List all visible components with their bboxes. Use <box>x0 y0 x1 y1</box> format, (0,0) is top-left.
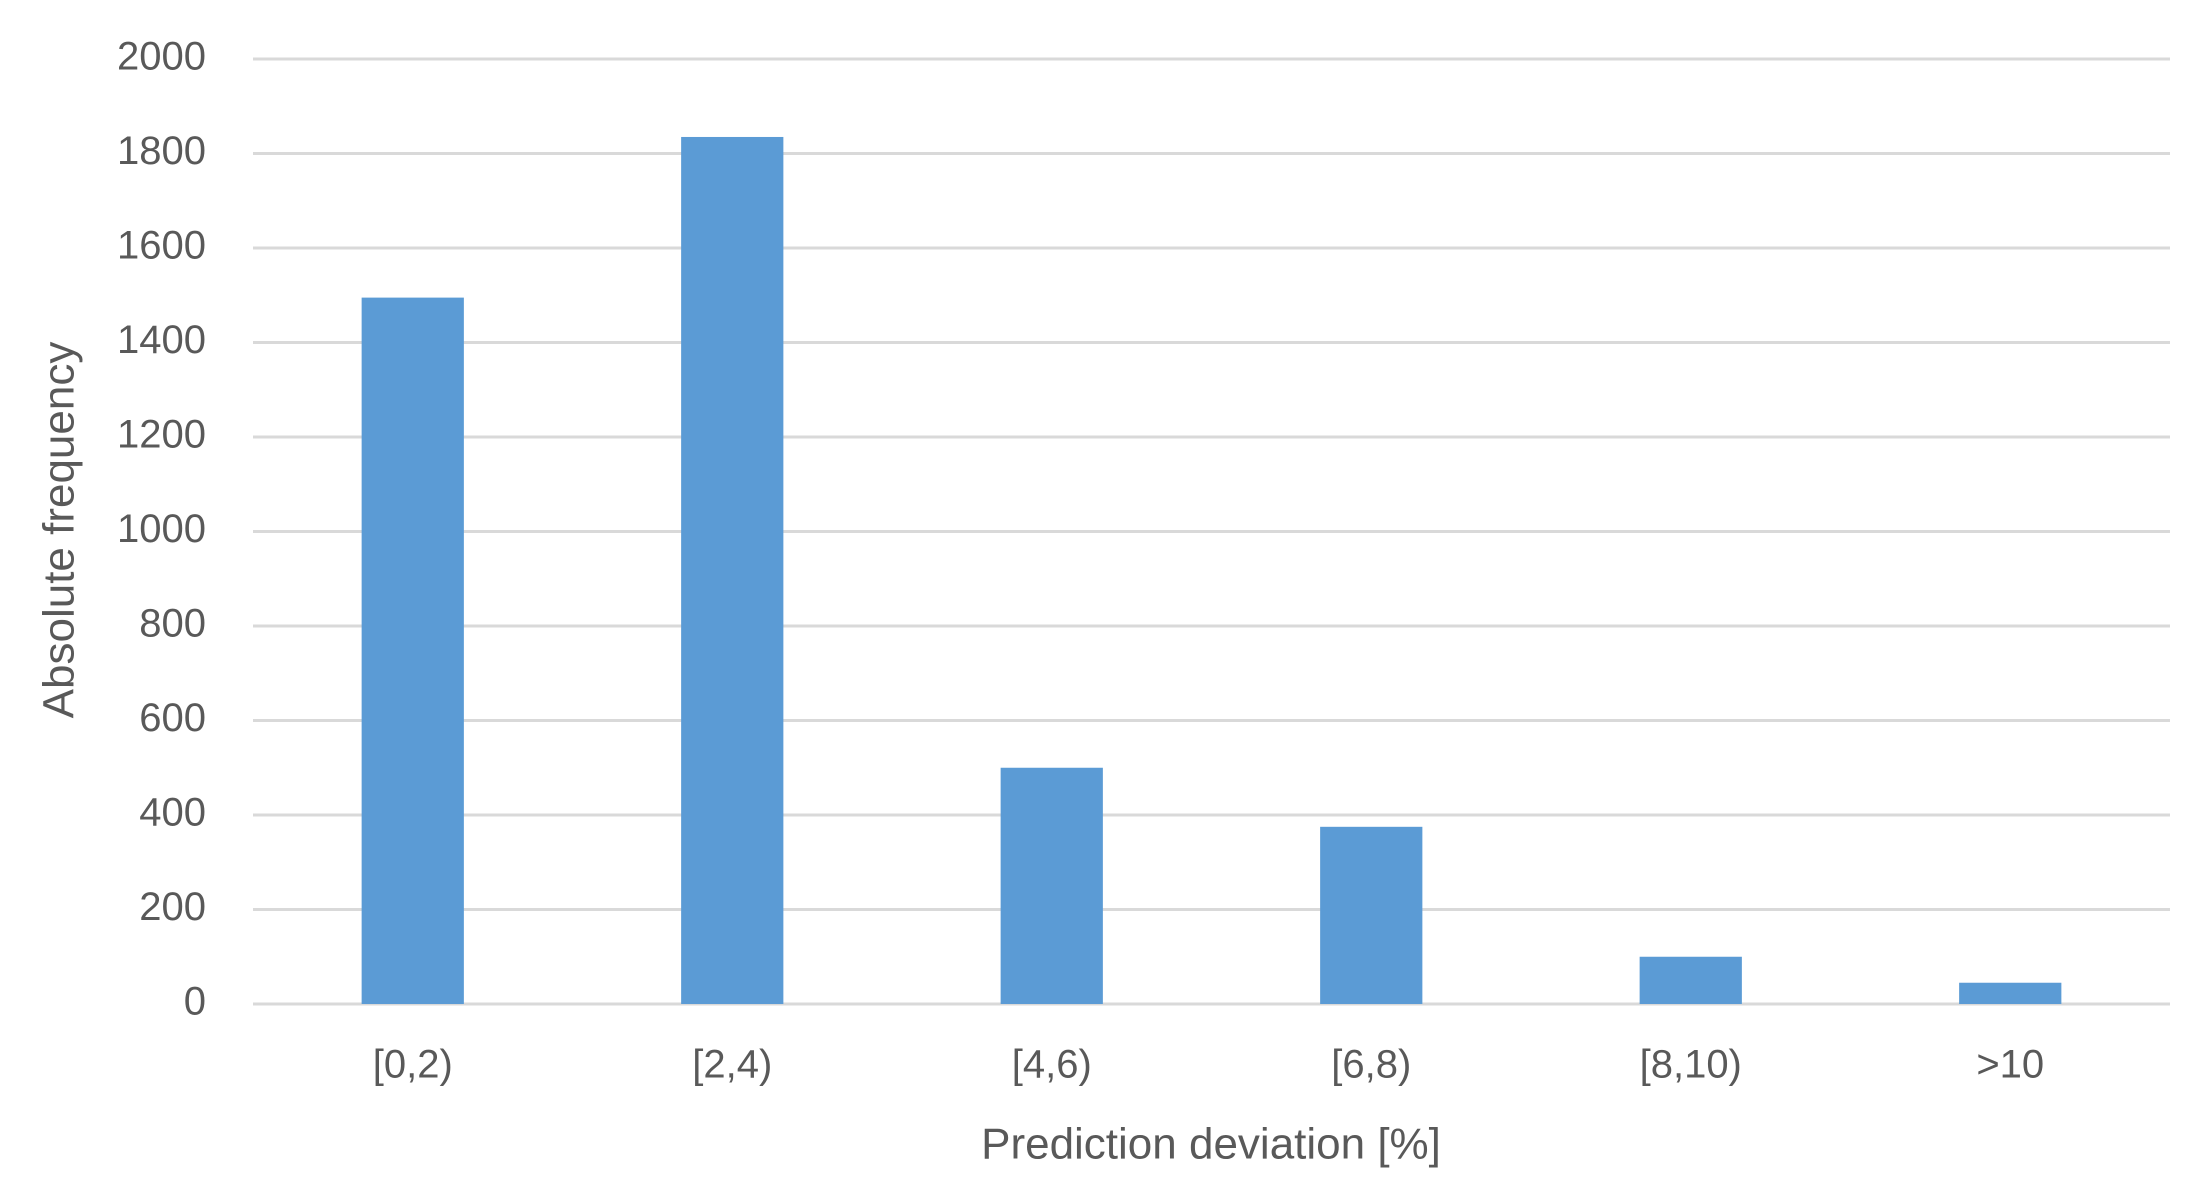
y-tick-label: 1400 <box>117 318 206 362</box>
y-tick-label: 1000 <box>117 507 206 551</box>
y-tick-label: 800 <box>139 602 206 646</box>
bar <box>1959 982 2062 1004</box>
y-tick-label: 1800 <box>117 129 206 173</box>
x-tick-label: [0,2) <box>373 1043 453 1087</box>
bar <box>1000 767 1103 1004</box>
bar <box>1320 826 1423 1004</box>
y-tick-label: 2000 <box>117 35 206 79</box>
y-tick-label: 400 <box>139 791 206 835</box>
x-tick-label: [4,6) <box>1012 1043 1092 1087</box>
x-axis-title: Prediction deviation [%] <box>981 1120 1441 1169</box>
x-tick-label: [2,4) <box>692 1043 772 1087</box>
y-tick-label: 200 <box>139 885 206 929</box>
x-tick-label: [6,8) <box>1331 1043 1411 1087</box>
x-tick-label: [8,10) <box>1640 1043 1742 1087</box>
y-tick-label: 1200 <box>117 413 206 457</box>
bar <box>681 136 784 1004</box>
bar <box>361 297 464 1004</box>
y-tick-label: 0 <box>184 980 206 1024</box>
x-tick-label: >10 <box>1976 1043 2044 1087</box>
y-tick-label: 1600 <box>117 224 206 268</box>
y-tick-label: 600 <box>139 696 206 740</box>
bar <box>1639 956 1742 1004</box>
y-axis-title: Absolute frequency <box>35 342 84 719</box>
